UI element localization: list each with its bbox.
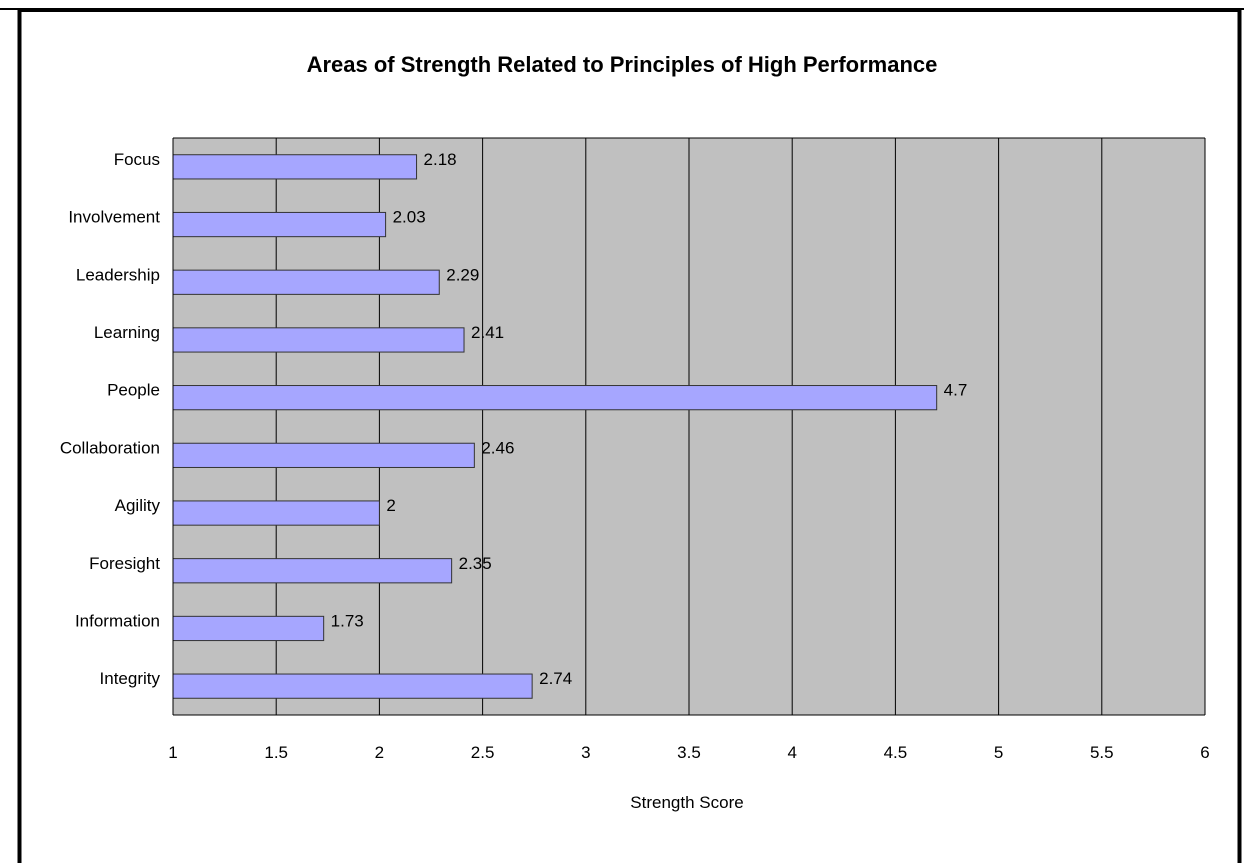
value-label: 4.7	[944, 381, 968, 400]
x-tick-label: 4	[787, 743, 796, 762]
bar	[172, 327, 465, 353]
x-tick-label: 4.5	[884, 743, 908, 762]
value-label: 1.73	[331, 611, 364, 630]
x-tick-label: 1	[168, 743, 177, 762]
bar	[172, 615, 325, 642]
value-label: 2	[386, 496, 395, 515]
x-tick-label: 3	[581, 743, 590, 762]
value-label: 2.18	[424, 150, 457, 169]
category-label: Collaboration	[60, 438, 160, 457]
bar	[172, 500, 380, 526]
bar	[172, 154, 418, 180]
value-label: 2.74	[539, 669, 572, 688]
value-label: 2.41	[471, 323, 504, 342]
value-label: 2.46	[481, 438, 514, 457]
category-label: Leadership	[76, 265, 160, 284]
grid-lines	[173, 137, 1206, 716]
category-label: Information	[75, 611, 160, 630]
bar	[172, 269, 440, 295]
bar	[172, 385, 938, 411]
bar	[172, 442, 475, 468]
x-tick-label: 5	[994, 743, 1003, 762]
category-label: Learning	[94, 323, 160, 342]
category-label: Foresight	[89, 554, 160, 573]
x-tick-labels: 1 1.5 2 2.5 3 3.5 4 4.5 5 5.5 6	[168, 743, 1209, 762]
bar	[172, 558, 453, 584]
bar	[172, 211, 387, 238]
bars	[172, 154, 938, 699]
category-labels: Focus Involvement Leadership Learning People…	[60, 150, 161, 688]
x-tick-label: 2.5	[471, 743, 495, 762]
value-label: 2.03	[393, 208, 426, 227]
chart-title: Areas of Strength Related to Principles …	[307, 52, 938, 77]
x-tick-label: 3.5	[677, 743, 701, 762]
category-label: People	[107, 381, 160, 400]
value-labels: 2.18 2.03 2.29 2.41 4.7 2.46 2 2.35 1.73 2.74	[331, 150, 968, 688]
bar	[172, 673, 533, 699]
x-axis-title: Strength Score	[630, 793, 743, 812]
x-tick-label: 2	[375, 743, 384, 762]
category-label: Integrity	[100, 669, 161, 688]
value-label: 2.29	[446, 265, 479, 284]
category-label: Focus	[114, 150, 160, 169]
x-tick-label: 6	[1200, 743, 1209, 762]
value-label: 2.35	[459, 554, 492, 573]
x-tick-label: 1.5	[264, 743, 288, 762]
x-tick-label: 5.5	[1090, 743, 1114, 762]
top-strip	[0, 0, 1244, 9]
category-label: Involvement	[68, 208, 160, 227]
category-label: Agility	[115, 496, 161, 515]
